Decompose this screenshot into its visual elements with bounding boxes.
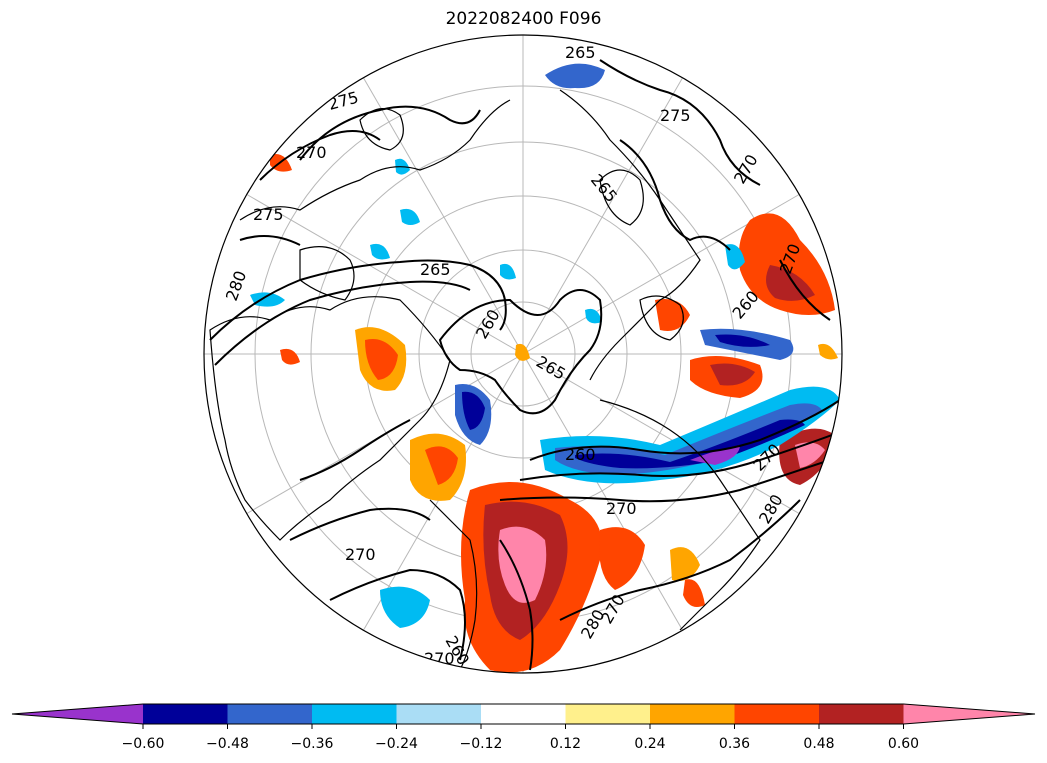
map-title: 2022082400 F096 bbox=[445, 9, 602, 29]
cold-patch-5 bbox=[370, 243, 390, 260]
colorbar-cell bbox=[565, 704, 650, 724]
coastlines bbox=[209, 89, 761, 671]
contour-label-13: 270 bbox=[345, 545, 376, 564]
warm-anomaly-southwest-core bbox=[425, 446, 458, 485]
warm-anomaly-west-core bbox=[365, 339, 398, 380]
colorbar-tick-label: −0.12 bbox=[460, 736, 503, 752]
shaded-fields bbox=[250, 63, 840, 673]
colorbar-cell bbox=[12, 704, 143, 724]
cold-patch-2 bbox=[725, 244, 745, 270]
cold-band-northeast-core bbox=[715, 334, 770, 347]
warm-patch-2 bbox=[280, 348, 300, 365]
warm-anomaly-far-east-peak bbox=[795, 442, 825, 468]
map-disc: 265 275 270 275 275 270 265 265 260 265 … bbox=[204, 35, 842, 673]
contour-label-3: 270 bbox=[296, 143, 327, 162]
cold-anomaly-south-2 bbox=[545, 63, 605, 89]
contour-label-5: 275 bbox=[253, 205, 284, 224]
contours bbox=[209, 59, 842, 671]
colorbar-tick-label: −0.36 bbox=[291, 736, 334, 752]
cold-patch-1 bbox=[250, 292, 285, 307]
warm-anomaly-southeast bbox=[599, 527, 645, 590]
colorbar-cell bbox=[143, 704, 228, 724]
cold-patch-6 bbox=[500, 263, 516, 280]
colorbar-tick-label: 0.48 bbox=[803, 736, 834, 752]
warm-patch-3 bbox=[683, 579, 705, 608]
contour-label-2: 275 bbox=[660, 106, 691, 125]
colorbar-tick-label: −0.60 bbox=[122, 736, 165, 752]
contour-label-12: 270 bbox=[606, 499, 637, 518]
warm-anomaly-southeast-2 bbox=[670, 547, 700, 581]
colorbar-tick-label: −0.24 bbox=[375, 736, 418, 752]
contour-label-8: 265 bbox=[420, 260, 451, 279]
cold-band-east-core bbox=[575, 419, 805, 469]
cold-patch-7 bbox=[585, 308, 602, 324]
warm-anomaly-east-core bbox=[766, 265, 815, 301]
cold-anomaly-west-central-core bbox=[462, 391, 485, 430]
colorbar-cell bbox=[903, 704, 1035, 724]
colorbar-tick-label: −0.48 bbox=[206, 736, 249, 752]
colorbar-tick-label: 0.24 bbox=[634, 736, 665, 752]
colorbar-tick-label: 0.60 bbox=[888, 736, 919, 752]
colorbar-tick-label: 0.12 bbox=[550, 736, 581, 752]
cold-band-east-peak bbox=[690, 445, 740, 465]
colorbar-cell bbox=[734, 704, 819, 724]
colorbar-cell bbox=[650, 704, 735, 724]
cold-patch-4 bbox=[400, 208, 420, 225]
colorbar-cell bbox=[312, 704, 397, 724]
colorbar-cell bbox=[481, 704, 566, 724]
cold-anomaly-south bbox=[380, 586, 430, 628]
colorbar-cell bbox=[227, 704, 312, 724]
map-boundary bbox=[203, 34, 843, 674]
warm-patch-4 bbox=[818, 343, 838, 360]
warm-anomaly-east-mid-core bbox=[710, 363, 755, 386]
polar-map: 265 275 270 275 275 270 265 265 260 265 … bbox=[203, 34, 843, 674]
contour-label-11: 260 bbox=[565, 445, 596, 464]
colorbar-tick-label: 0.36 bbox=[719, 736, 750, 752]
colorbar-cell bbox=[396, 704, 481, 724]
warm-patch-center bbox=[515, 343, 530, 361]
warm-anomaly-south-peak bbox=[498, 526, 547, 603]
contour-label-1: 265 bbox=[565, 43, 596, 62]
colorbar-cell bbox=[819, 704, 904, 724]
